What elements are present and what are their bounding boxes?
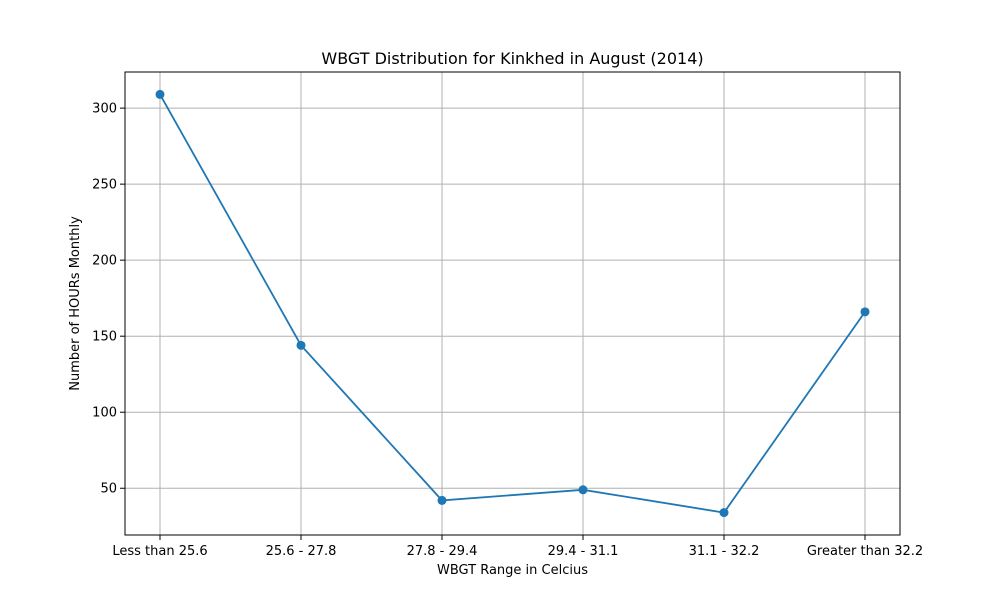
tick-layer: Less than 25.6 25.6 - 27.8 27.8 - 29.4 29.4…	[92, 102, 923, 559]
x-tick-label: Greater than 32.2	[807, 544, 923, 559]
data-point	[719, 508, 729, 518]
x-tick-label: 29.4 - 31.1	[548, 544, 619, 559]
y-tick-label: 300	[92, 102, 117, 117]
series-layer	[155, 89, 870, 518]
y-tick-label: 150	[92, 330, 117, 345]
x-tick-label: 27.8 - 29.4	[407, 544, 478, 559]
y-tick-label: 250	[92, 178, 117, 193]
y-tick-label: 50	[100, 482, 117, 497]
x-tick-label: 31.1 - 32.2	[689, 544, 760, 559]
data-point	[578, 485, 588, 495]
y-axis-label: Number of HOURs Monthly	[68, 216, 83, 391]
data-point	[437, 495, 447, 505]
data-point	[155, 89, 165, 99]
x-tick-label: 25.6 - 27.8	[266, 544, 337, 559]
plot-frame	[124, 71, 901, 536]
x-axis-label: WBGT Range in Celcius	[437, 563, 588, 578]
y-tick-label: 100	[92, 406, 117, 421]
y-tick-label: 200	[92, 254, 117, 269]
series-line	[159, 93, 866, 514]
data-point	[860, 307, 870, 317]
data-point	[296, 340, 306, 350]
x-tick-label: Less than 25.6	[112, 544, 207, 559]
chart-title: WBGT Distribution for Kinkhed in August …	[321, 49, 703, 68]
grid-layer	[125, 72, 900, 535]
